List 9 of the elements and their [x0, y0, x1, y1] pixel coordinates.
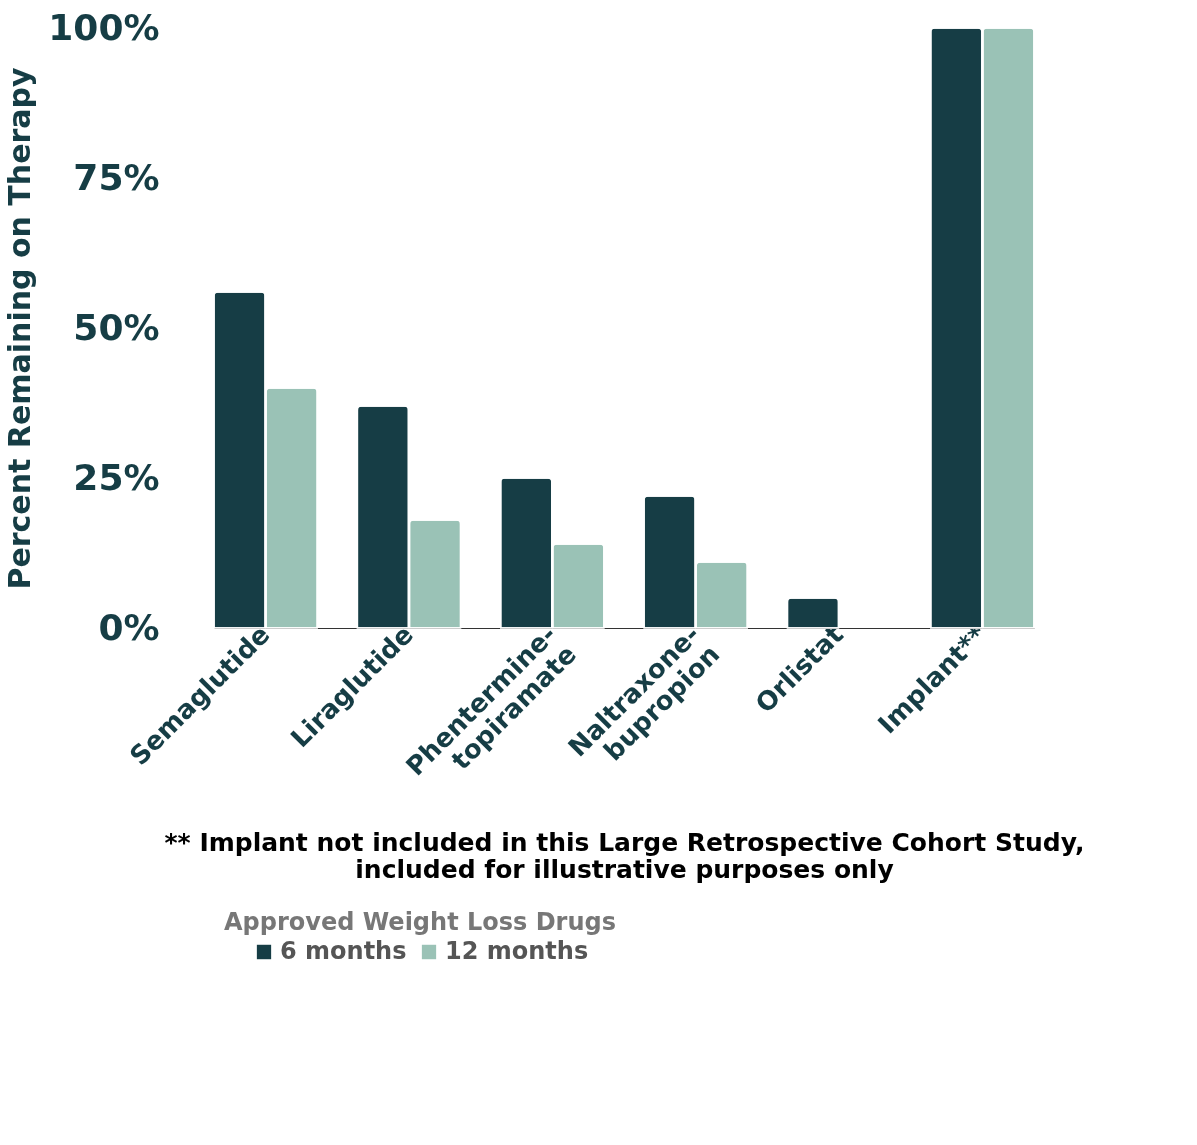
text: ** Implant not included in this Large Retrospective Cohort Study, included for illustrative purposes only [164, 827, 1085, 884]
y-tick-label: 50% [73, 306, 160, 348]
y-tick-label: 75% [73, 156, 160, 198]
y-axis-title: Percent Remaining on Therapy [2, 66, 38, 590]
y-tick-label: 25% [73, 456, 160, 498]
legend-label: 12 months [445, 937, 589, 965]
legend-title: Approved Weight Loss Drugs [224, 908, 616, 936]
legend-label: 6 months [280, 937, 407, 965]
y-tick-label: 100% [48, 6, 160, 48]
